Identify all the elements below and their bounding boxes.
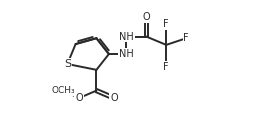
Text: O: O — [143, 13, 150, 22]
Text: S: S — [64, 59, 71, 69]
Text: O: O — [110, 93, 118, 103]
Text: NH: NH — [119, 32, 134, 42]
Text: OCH₃: OCH₃ — [51, 86, 75, 95]
Text: O: O — [75, 93, 83, 103]
Text: F: F — [163, 19, 169, 29]
Text: F: F — [163, 61, 169, 72]
Text: NH: NH — [119, 49, 134, 59]
Text: F: F — [183, 33, 189, 43]
